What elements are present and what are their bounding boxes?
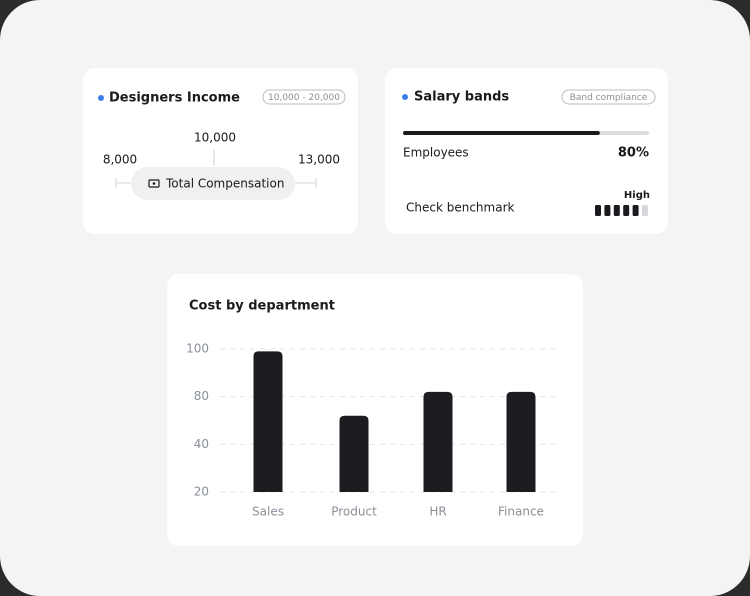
benchmark-segment <box>595 205 601 216</box>
bar <box>506 391 536 492</box>
dot <box>98 95 104 101</box>
y-tick-label: 20 <box>194 485 209 499</box>
low-value: 8,000 <box>103 153 137 167</box>
bar <box>423 391 453 492</box>
badge <box>561 89 656 105</box>
button-label: Total Compensation <box>165 177 284 191</box>
progress-fill <box>403 131 600 135</box>
benchmark-segment <box>623 205 630 216</box>
y-tick-label: 100 <box>186 342 209 356</box>
x-tick-label: Sales <box>252 505 284 519</box>
salary-card <box>385 68 668 234</box>
money-icon <box>148 179 160 188</box>
x-tick-label: HR <box>429 505 446 519</box>
progress-label: Employees <box>403 146 469 160</box>
benchmark-level: High <box>624 190 650 201</box>
y-tick-label: 80 <box>194 389 209 403</box>
benchmark-segment <box>604 205 611 216</box>
benchmark-label: Check benchmark <box>406 201 515 215</box>
dot <box>402 94 408 100</box>
badge-text: Band compliance <box>570 93 648 103</box>
card-title: Salary bands <box>414 90 509 105</box>
progress-value: 80% <box>618 146 649 161</box>
y-tick-label: 40 <box>194 437 209 451</box>
benchmark-segment <box>613 205 620 216</box>
badge-text: 10,000 - 20,000 <box>268 93 340 103</box>
mid-value: 10,000 <box>194 131 236 145</box>
high-value: 13,000 <box>298 153 340 167</box>
money-icon-dot <box>152 182 156 185</box>
bar <box>253 351 283 492</box>
card-title: Designers Income <box>109 91 240 106</box>
badge <box>262 89 346 105</box>
x-tick-label: Product <box>331 505 377 519</box>
benchmark-segment <box>632 205 639 216</box>
bar <box>339 415 369 492</box>
x-tick-label: Finance <box>498 505 544 519</box>
benchmark-segment <box>642 205 648 216</box>
compensation-button[interactable] <box>131 167 295 200</box>
chart-title: Cost by department <box>189 299 335 314</box>
